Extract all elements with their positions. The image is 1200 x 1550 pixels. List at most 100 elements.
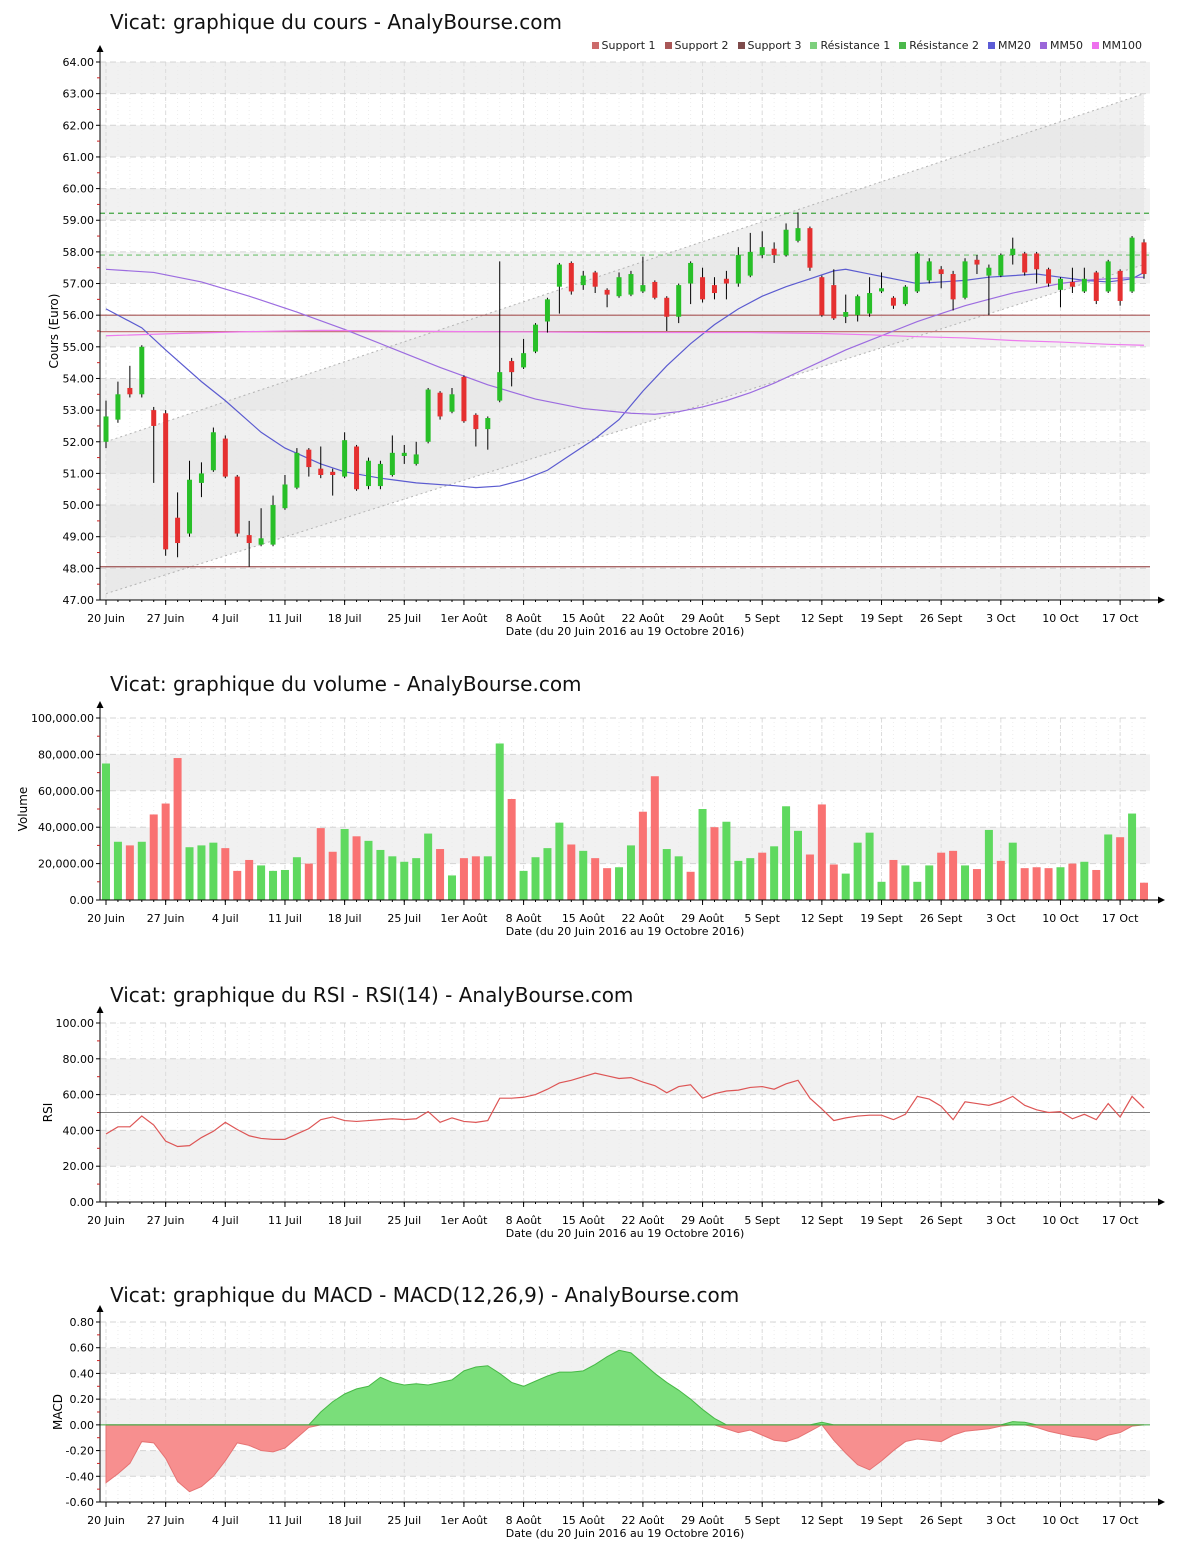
- svg-text:29 Août: 29 Août: [681, 1514, 725, 1527]
- y-axis-title: RSI: [41, 1103, 55, 1123]
- svg-text:62.00: 62.00: [63, 119, 95, 132]
- svg-text:15 Août: 15 Août: [562, 1214, 606, 1227]
- svg-text:18 Juil: 18 Juil: [328, 912, 362, 925]
- svg-text:17 Oct: 17 Oct: [1102, 912, 1139, 925]
- volume-chart-title: Vicat: graphique du volume - AnalyBourse…: [110, 672, 582, 696]
- legend-item-mm20: MM20: [988, 39, 1031, 52]
- svg-text:0.60: 0.60: [70, 1342, 95, 1355]
- rsi-chart-plot: 0.00 20.00 40.00 60.00 80.00 100.00 20 Juin 27 …: [41, 1006, 1165, 1240]
- svg-text:61.00: 61.00: [63, 151, 95, 164]
- y-axis-title: MACD: [51, 1394, 65, 1430]
- svg-text:12 Sept: 12 Sept: [801, 912, 844, 925]
- svg-text:-0.40: -0.40: [66, 1470, 94, 1483]
- svg-text:18 Juil: 18 Juil: [328, 1514, 362, 1527]
- svg-text:55.00: 55.00: [63, 341, 95, 354]
- svg-text:53.00: 53.00: [63, 404, 95, 417]
- svg-text:8 Août: 8 Août: [506, 912, 543, 925]
- svg-text:22 Août: 22 Août: [621, 912, 665, 925]
- svg-text:5 Sept: 5 Sept: [744, 612, 780, 625]
- svg-text:3 Oct: 3 Oct: [986, 1214, 1016, 1227]
- svg-text:25 Juil: 25 Juil: [387, 912, 421, 925]
- svg-text:54.00: 54.00: [63, 372, 95, 385]
- rsi-line: [105, 1072, 1145, 1148]
- x-axis-title: Date (du 20 Juin 2016 au 19 Octobre 2016…: [506, 1527, 745, 1540]
- legend-marker-icon: [810, 42, 818, 49]
- legend-item-mm100: MM100: [1092, 39, 1142, 52]
- svg-text:20.00: 20.00: [63, 1160, 95, 1173]
- svg-text:1er Août: 1er Août: [440, 912, 488, 925]
- svg-text:4 Juil: 4 Juil: [212, 912, 239, 925]
- svg-text:80.00: 80.00: [63, 1053, 95, 1066]
- legend-marker-icon: [1092, 42, 1100, 49]
- svg-text:26 Sept: 26 Sept: [920, 612, 963, 625]
- svg-text:11 Juil: 11 Juil: [268, 1214, 302, 1227]
- svg-text:1er Août: 1er Août: [440, 612, 488, 625]
- svg-text:15 Août: 15 Août: [562, 612, 606, 625]
- svg-text:60.00: 60.00: [63, 183, 95, 196]
- legend-item-support-3: Support 3: [737, 39, 801, 52]
- svg-text:5 Sept: 5 Sept: [744, 912, 780, 925]
- svg-text:20 Juin: 20 Juin: [87, 1214, 125, 1227]
- svg-text:59.00: 59.00: [63, 214, 95, 227]
- svg-text:0.00: 0.00: [70, 1196, 95, 1209]
- svg-text:29 Août: 29 Août: [681, 612, 725, 625]
- svg-text:5 Sept: 5 Sept: [744, 1514, 780, 1527]
- svg-text:60.00: 60.00: [63, 1089, 95, 1102]
- svg-text:27 Juin: 27 Juin: [147, 612, 185, 625]
- svg-text:20 Juin: 20 Juin: [87, 1514, 125, 1527]
- svg-text:26 Sept: 26 Sept: [920, 912, 963, 925]
- svg-text:1er Août: 1er Août: [440, 1514, 488, 1527]
- y-axis-title: Volume: [16, 787, 30, 832]
- y-axis-title: Cours (Euro): [47, 294, 61, 369]
- volume-chart-plot: 0.00 20,000.00 40,000.00 60,000.00 80,000.00…: [16, 701, 1165, 938]
- svg-text:0.40: 0.40: [70, 1367, 95, 1380]
- svg-text:18 Juil: 18 Juil: [328, 612, 362, 625]
- svg-text:20 Juin: 20 Juin: [87, 912, 125, 925]
- svg-text:3 Oct: 3 Oct: [986, 1514, 1016, 1527]
- svg-text:12 Sept: 12 Sept: [801, 1514, 844, 1527]
- legend-item-support-1: Support 1: [591, 39, 656, 52]
- svg-text:19 Sept: 19 Sept: [860, 912, 903, 925]
- legend-marker-icon: [899, 42, 907, 49]
- svg-text:52.00: 52.00: [63, 436, 95, 449]
- svg-text:3 Oct: 3 Oct: [986, 612, 1016, 625]
- svg-text:18 Juil: 18 Juil: [328, 1214, 362, 1227]
- price-chart-plot: 47.00 48.00 49.00 50.00 51.00 52.00 53.00 54.00…: [47, 45, 1165, 638]
- svg-text:47.00: 47.00: [63, 594, 95, 607]
- svg-text:4 Juil: 4 Juil: [212, 1514, 239, 1527]
- svg-text:11 Juil: 11 Juil: [268, 612, 302, 625]
- svg-text:10 Oct: 10 Oct: [1042, 1514, 1079, 1527]
- svg-text:8 Août: 8 Août: [506, 612, 543, 625]
- svg-text:27 Juin: 27 Juin: [147, 1214, 185, 1227]
- svg-text:29 Août: 29 Août: [681, 1214, 725, 1227]
- mm-line-mm100: [105, 329, 1145, 346]
- svg-text:26 Sept: 26 Sept: [920, 1214, 963, 1227]
- svg-text:10 Oct: 10 Oct: [1042, 912, 1079, 925]
- svg-text:26 Sept: 26 Sept: [920, 1514, 963, 1527]
- svg-text:11 Juil: 11 Juil: [268, 912, 302, 925]
- svg-text:10 Oct: 10 Oct: [1042, 1214, 1079, 1227]
- svg-text:17 Oct: 17 Oct: [1102, 1514, 1139, 1527]
- svg-text:80,000.00: 80,000.00: [38, 748, 94, 761]
- svg-text:48.00: 48.00: [63, 562, 95, 575]
- legend-item-support-2: Support 2: [664, 39, 729, 52]
- svg-text:8 Août: 8 Août: [506, 1214, 543, 1227]
- svg-text:0.00: 0.00: [70, 894, 95, 907]
- svg-text:40.00: 40.00: [63, 1124, 95, 1137]
- svg-text:57.00: 57.00: [63, 278, 95, 291]
- svg-text:49.00: 49.00: [63, 531, 95, 544]
- svg-text:15 Août: 15 Août: [562, 1514, 606, 1527]
- svg-text:22 Août: 22 Août: [621, 1514, 665, 1527]
- x-axis-title: Date (du 20 Juin 2016 au 19 Octobre 2016…: [506, 1227, 745, 1240]
- svg-text:25 Juil: 25 Juil: [387, 612, 421, 625]
- svg-text:20,000.00: 20,000.00: [38, 858, 94, 871]
- svg-text:4 Juil: 4 Juil: [212, 612, 239, 625]
- svg-text:4 Juil: 4 Juil: [212, 1214, 239, 1227]
- svg-text:56.00: 56.00: [63, 309, 95, 322]
- svg-text:0.20: 0.20: [70, 1393, 95, 1406]
- svg-text:-0.20: -0.20: [66, 1445, 94, 1458]
- svg-text:0.80: 0.80: [70, 1316, 95, 1329]
- svg-text:29 Août: 29 Août: [681, 912, 725, 925]
- legend-marker-icon: [988, 42, 996, 49]
